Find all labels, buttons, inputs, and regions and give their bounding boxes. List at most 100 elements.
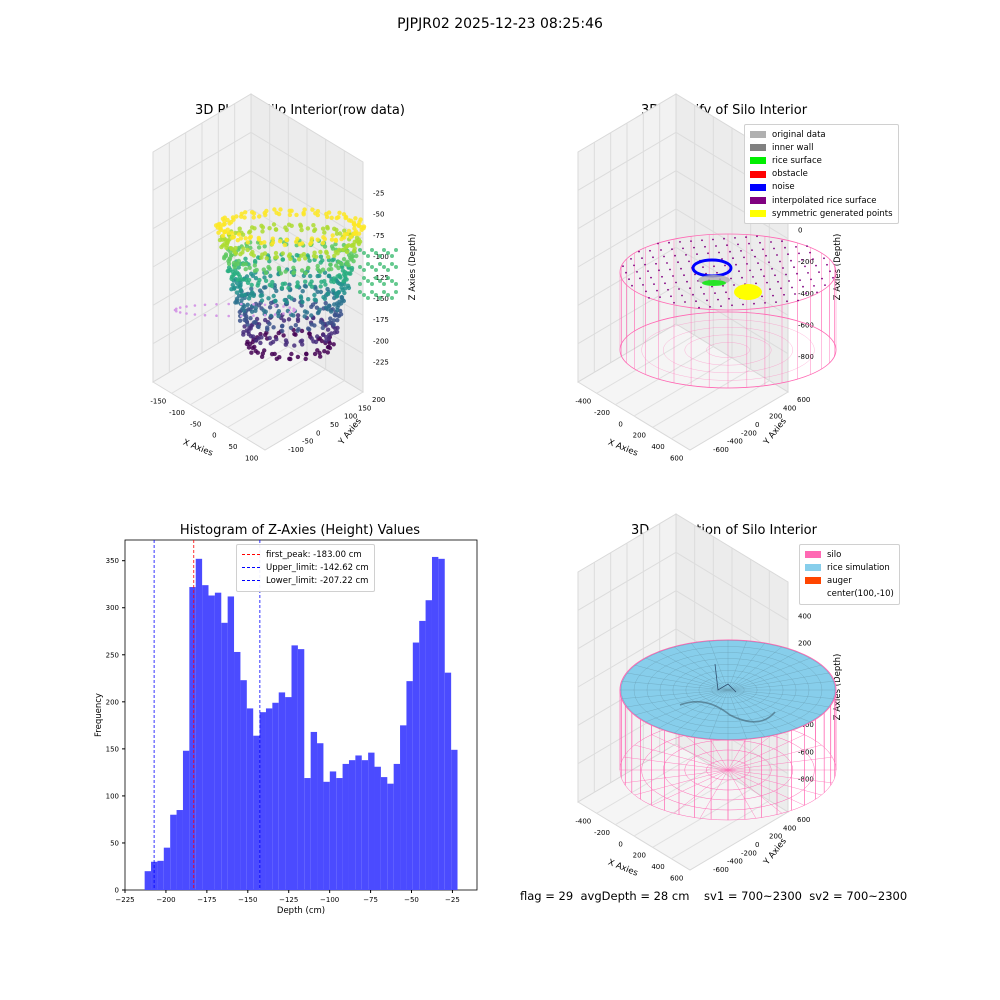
interpolated-point <box>797 299 799 302</box>
grid-line <box>596 334 695 394</box>
silo-floor-spoke <box>727 769 822 796</box>
data-point <box>287 294 292 299</box>
interpolated-point <box>796 272 798 275</box>
data-point <box>378 296 382 300</box>
legend-entry: noise <box>750 181 893 194</box>
y-tick-label: 600 <box>797 396 810 404</box>
data-point <box>324 211 329 217</box>
interpolated-point <box>630 258 632 260</box>
data-point <box>259 240 264 246</box>
data-point <box>270 236 275 241</box>
data-point <box>390 296 394 300</box>
data-point <box>238 288 243 293</box>
interpolated-point <box>641 257 643 259</box>
data-point <box>267 226 272 231</box>
data-point <box>342 235 347 240</box>
x-tick-label: -100 <box>169 409 185 417</box>
data-point <box>390 262 394 266</box>
y-axis-label: Y Axies <box>761 416 789 448</box>
data-point <box>287 212 293 218</box>
x-axis-label: Depth (cm) <box>277 906 325 916</box>
data-point <box>268 313 274 319</box>
data-point <box>344 271 349 276</box>
data-point <box>291 313 296 318</box>
data-point <box>322 349 327 354</box>
data-point <box>274 210 279 215</box>
interpolated-point <box>759 241 761 244</box>
interpolated-point <box>756 235 758 238</box>
data-point <box>307 331 312 336</box>
data-point <box>366 296 370 300</box>
legend-label: rice surface <box>772 155 822 166</box>
data-point <box>324 250 329 256</box>
x-tick-label: -400 <box>575 398 591 406</box>
interpolated-point <box>686 280 688 283</box>
y-tick-label: 200 <box>769 833 782 841</box>
y-tick-label: -400 <box>727 858 743 866</box>
interpolated-point <box>774 274 776 277</box>
z-tick-label: -25 <box>373 190 384 198</box>
data-point <box>262 348 267 353</box>
x-axis-label: X Axies <box>606 438 639 459</box>
interpolated-point <box>668 241 670 244</box>
y-tick-label: 50 <box>330 421 339 429</box>
data-point <box>332 226 337 231</box>
x-tick-label: −50 <box>404 896 419 904</box>
silo-floor-ring <box>706 342 750 358</box>
interpolated-point <box>722 284 724 287</box>
data-point <box>331 342 336 347</box>
legend-entry: rice simulation <box>805 561 894 574</box>
histogram-bar <box>380 777 388 890</box>
data-point <box>253 308 258 313</box>
interpolated-point <box>743 256 745 259</box>
data-point <box>248 326 253 331</box>
interpolated-point <box>779 260 781 263</box>
z-tick-label: -50 <box>373 211 384 219</box>
y-tick-label: 250 <box>106 651 119 659</box>
histogram-bar <box>393 763 401 890</box>
legend-entry: obstacle <box>750 168 893 181</box>
interpolated-point <box>726 244 728 247</box>
z-tick-label: -225 <box>373 358 389 366</box>
histogram-bar <box>240 680 247 890</box>
data-point <box>291 270 297 275</box>
interpolated-point <box>684 301 686 303</box>
silo-floor-spoke <box>634 769 729 796</box>
interpolated-point <box>806 245 808 248</box>
interpolated-point <box>720 305 722 307</box>
data-point <box>267 321 272 326</box>
symmetric-points-cluster <box>734 284 762 300</box>
interpolated-point <box>689 287 691 290</box>
data-point <box>344 249 350 255</box>
data-point <box>216 230 221 235</box>
histogram-bar <box>342 763 349 890</box>
data-point <box>251 293 256 298</box>
histogram-bar <box>400 725 407 890</box>
z-tick-label: -800 <box>798 775 814 783</box>
rice-mesh-spoke <box>727 664 822 691</box>
data-point <box>185 312 188 315</box>
data-point <box>240 302 243 306</box>
data-point <box>252 226 257 231</box>
x-tick-label: −150 <box>238 896 257 904</box>
z-tick-label: 400 <box>798 613 811 621</box>
data-point <box>352 226 357 231</box>
grid-line <box>227 368 326 428</box>
data-point <box>256 245 262 250</box>
data-point <box>274 288 279 294</box>
data-point <box>334 215 339 221</box>
data-point <box>313 254 319 259</box>
data-point <box>351 259 356 264</box>
data-point <box>304 310 310 315</box>
silo-floor-spoke <box>727 769 833 784</box>
data-point <box>342 228 347 233</box>
x-tick-label: 200 <box>633 852 646 860</box>
data-point <box>312 351 318 357</box>
data-point <box>288 325 294 330</box>
interpolated-point <box>775 301 777 303</box>
legend-swatch <box>805 591 821 598</box>
data-point <box>259 298 265 303</box>
legend-swatch <box>242 580 260 582</box>
data-point <box>281 333 286 338</box>
data-point <box>300 289 305 294</box>
